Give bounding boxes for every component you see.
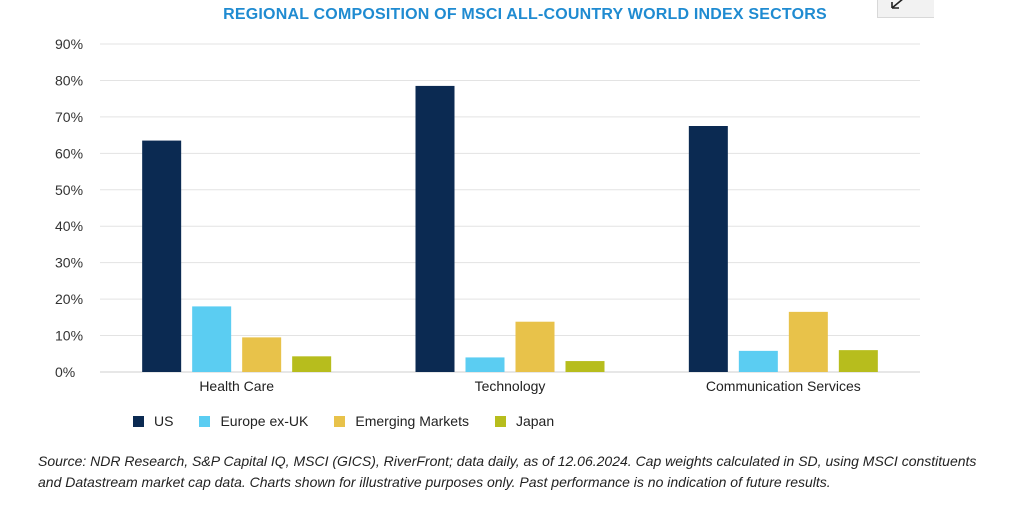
- x-tick-label: Communication Services: [706, 378, 861, 394]
- y-tick-label: 50%: [55, 182, 83, 198]
- arrow-down-left-icon: [891, 0, 903, 9]
- chart-title: REGIONAL COMPOSITION OF MSCI ALL-COUNTRY…: [223, 6, 827, 23]
- legend-label: Europe ex-UK: [220, 413, 309, 429]
- legend-label: Japan: [515, 413, 555, 429]
- grid-lines: [100, 43, 920, 373]
- y-tick-label: 80%: [55, 72, 83, 88]
- legend-label: Emerging Markets: [355, 413, 469, 429]
- bar-us-health-care: [142, 140, 182, 372]
- legend-item-japan[interactable]: Japan: [494, 413, 555, 429]
- bar-us-communication-services: [688, 126, 728, 372]
- legend-swatch: [133, 415, 144, 427]
- bar-emerging-markets-communication-services: [788, 311, 828, 372]
- legend-swatch: [494, 415, 506, 427]
- bar-us-technology: [415, 85, 455, 373]
- y-axis-ticks: 0% 10% 20% 30% 40% 50% 60% 70% 80% 90%: [55, 36, 83, 380]
- y-tick-label: 90%: [55, 36, 83, 52]
- bars: [142, 85, 878, 373]
- legend-label: US: [154, 413, 174, 429]
- x-axis-ticks: Health Care Technology Communication Servi…: [199, 378, 860, 394]
- y-tick-label: 60%: [55, 145, 83, 161]
- legend: US Europe ex-UK Emerging Markets Japan: [133, 413, 554, 429]
- y-tick-label: 0%: [55, 364, 75, 380]
- y-tick-label: 40%: [55, 218, 83, 234]
- bar-japan-health-care: [292, 356, 332, 372]
- legend-swatch: [334, 415, 346, 427]
- bar-japan-communication-services: [838, 350, 878, 372]
- legend-item-us[interactable]: US: [133, 413, 173, 429]
- y-tick-label: 30%: [55, 255, 83, 271]
- bar-europe-ex-uk-communication-services: [738, 350, 778, 372]
- x-tick-label: Health Care: [199, 378, 274, 394]
- y-tick-label: 70%: [55, 109, 83, 125]
- legend-item-emerging-markets[interactable]: Emerging Markets: [334, 413, 469, 429]
- bar-emerging-markets-health-care: [242, 337, 282, 372]
- legend-item-europe-ex-uk[interactable]: Europe ex-UK: [199, 413, 308, 429]
- legend-swatch: [199, 415, 211, 427]
- source-note: Source: NDR Research, S&P Capital IQ, MS…: [38, 453, 977, 490]
- y-tick-label: 20%: [55, 291, 83, 307]
- expand-button[interactable]: [877, 0, 934, 18]
- x-tick-label: Technology: [475, 378, 546, 394]
- bar-europe-ex-uk-health-care: [192, 306, 232, 372]
- bar-europe-ex-uk-technology: [465, 357, 505, 372]
- bar-japan-technology: [565, 361, 605, 372]
- bar-chart: 0% 10% 20% 30% 40% 50% 60% 70% 80% 90% Health Car…: [55, 36, 920, 394]
- y-tick-label: 10%: [55, 328, 83, 344]
- bar-emerging-markets-technology: [515, 321, 555, 372]
